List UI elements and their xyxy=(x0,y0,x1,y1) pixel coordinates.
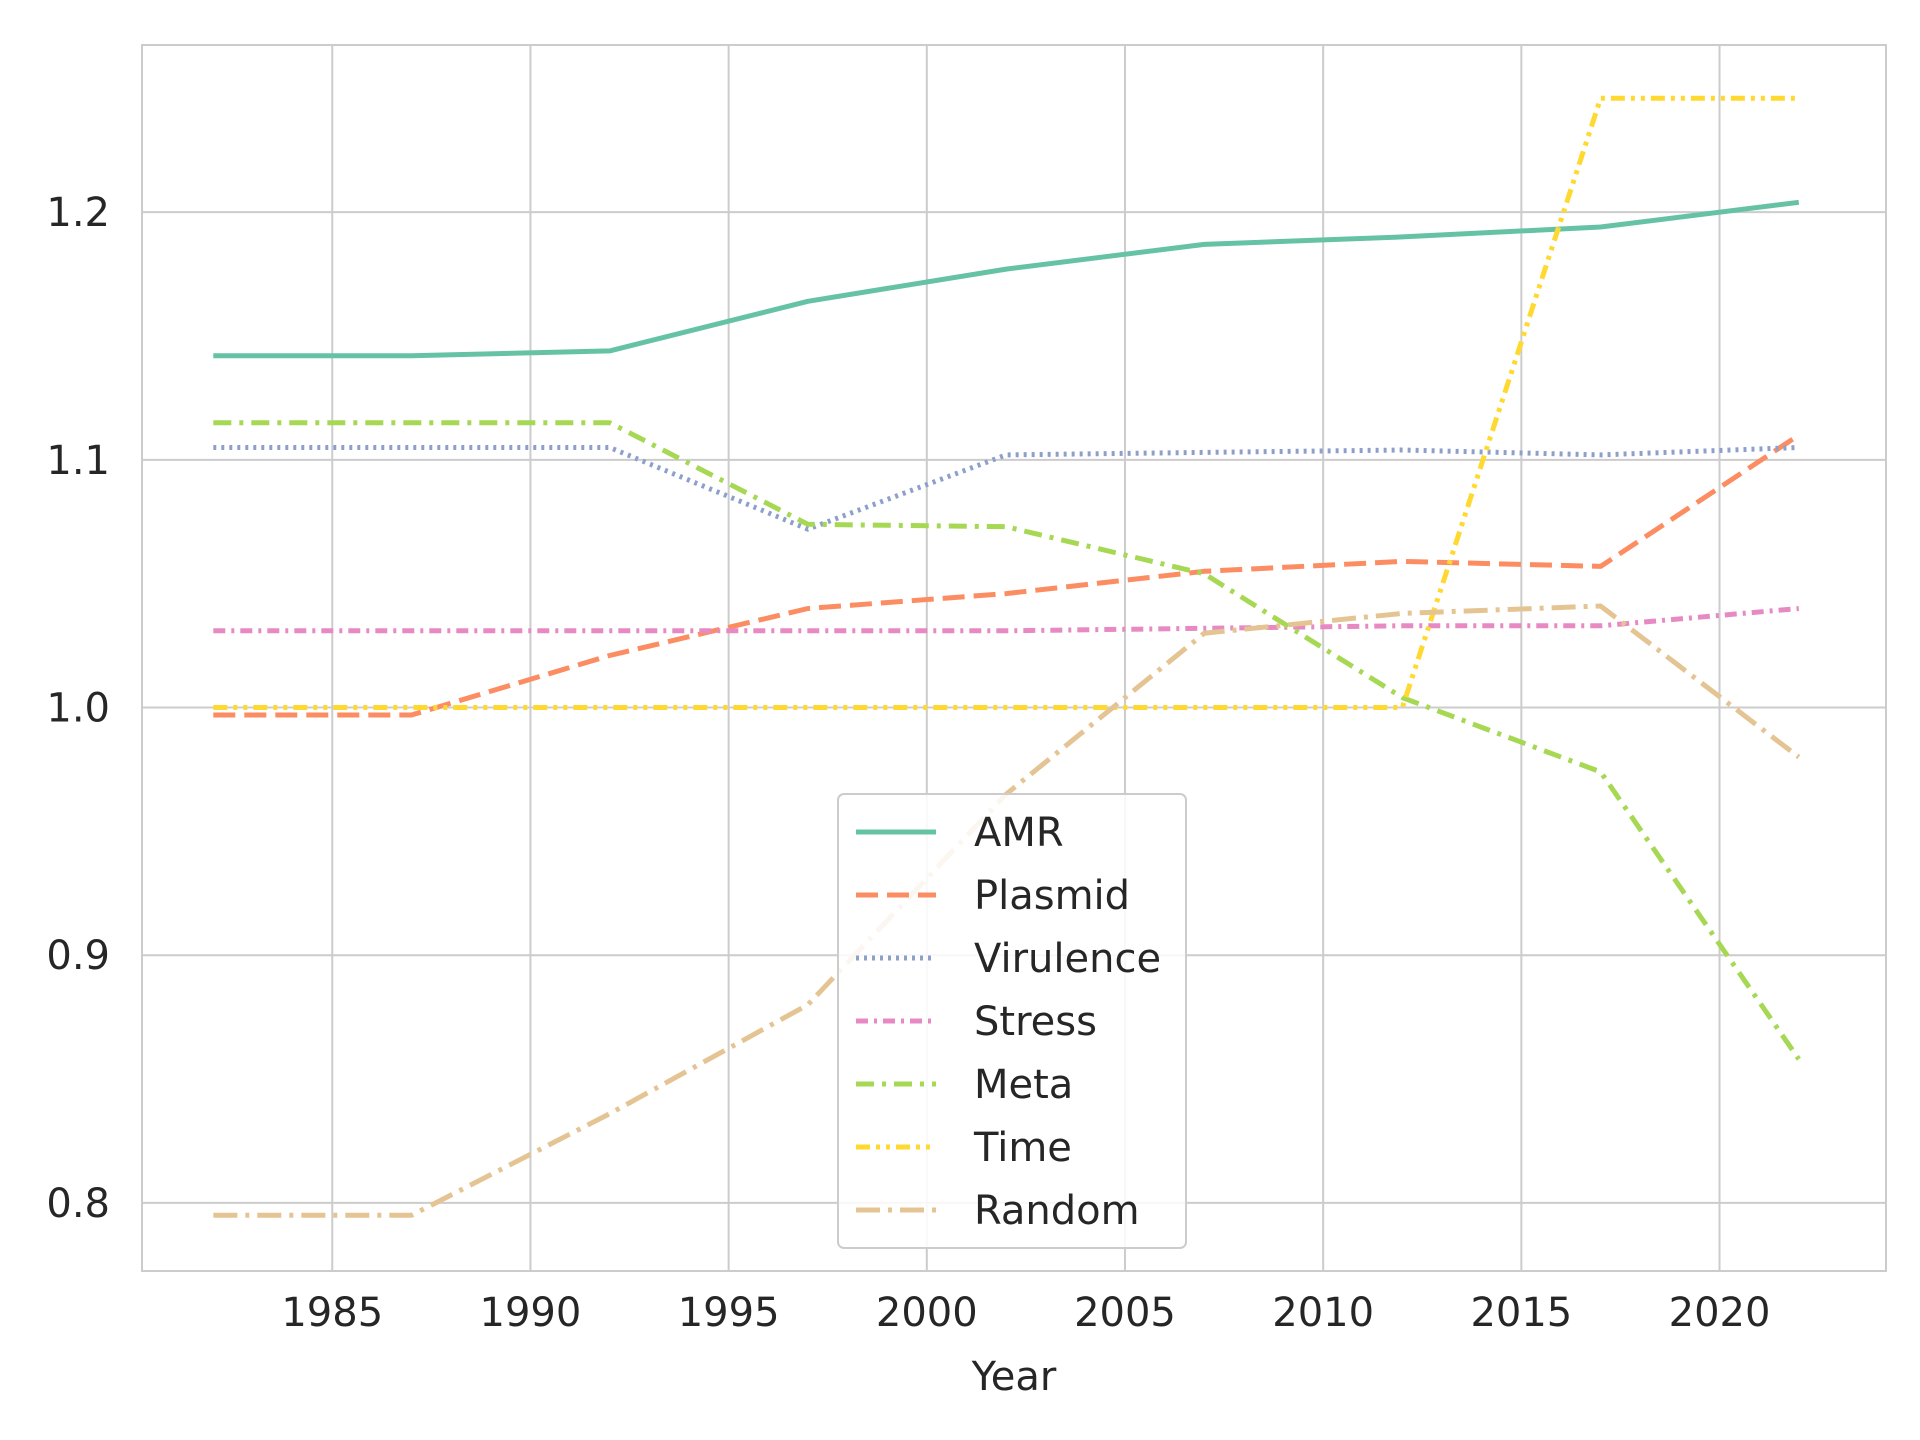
y-tick-label: 0.8 xyxy=(46,1181,110,1227)
series-line-amr xyxy=(213,199,1800,359)
x-axis-label: Year xyxy=(971,1354,1057,1400)
x-tick-label: 1985 xyxy=(281,1290,383,1336)
legend-label-virulence: Virulence xyxy=(974,936,1161,982)
y-tick-label: 1.1 xyxy=(46,438,110,484)
y-axis-ticks: 0.8 0.9 1.0 1.1 1.2 xyxy=(46,190,110,1227)
y-tick-label: 1.0 xyxy=(46,686,110,732)
y-tick-label: 1.2 xyxy=(46,190,110,236)
x-tick-label: 2015 xyxy=(1470,1290,1572,1336)
y-tick-label: 0.9 xyxy=(46,933,110,979)
legend-label-time: Time xyxy=(973,1125,1072,1171)
x-tick-label: 2020 xyxy=(1669,1290,1771,1336)
legend-label-amr: AMR xyxy=(974,810,1064,856)
series-line-time xyxy=(213,95,1799,710)
legend-label-plasmid: Plasmid xyxy=(974,873,1130,919)
legend: AMR Plasmid Virulence Stress Meta Time Random xyxy=(837,793,1187,1249)
legend-label-random: Random xyxy=(974,1188,1140,1234)
series-line-virulence xyxy=(213,445,1799,532)
series-line-stress xyxy=(213,606,1800,634)
x-tick-label: 2010 xyxy=(1272,1290,1374,1336)
legend-label-meta: Meta xyxy=(974,1062,1073,1108)
series-line-plasmid xyxy=(213,433,1801,718)
x-tick-label: 2000 xyxy=(876,1290,978,1336)
legend-box xyxy=(837,793,1187,1249)
x-tick-label: 1990 xyxy=(480,1290,582,1336)
x-tick-label: 2005 xyxy=(1074,1290,1176,1336)
legend-label-stress: Stress xyxy=(974,999,1097,1045)
plot-area-frame xyxy=(141,44,1887,1272)
series-line-meta xyxy=(213,420,1801,1061)
x-axis-ticks: 1985 1990 1995 2000 2005 2010 2015 2020 xyxy=(281,1290,1770,1336)
x-tick-label: 1995 xyxy=(678,1290,780,1336)
